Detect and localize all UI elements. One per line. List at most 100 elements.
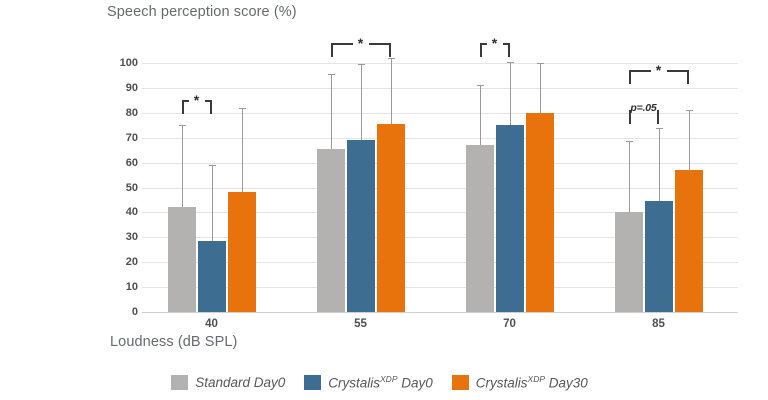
gridline [142, 237, 738, 239]
gridline [142, 162, 738, 164]
gridline [142, 87, 738, 89]
gridline [142, 212, 738, 214]
error-bar [182, 125, 183, 208]
error-bar [331, 74, 332, 149]
legend-label: CrystalisXDP Day0 [328, 374, 433, 391]
significance-label: * [655, 62, 662, 79]
error-bar-cap [358, 64, 365, 66]
error-bar [361, 64, 362, 141]
significance-label: p=.05 [630, 102, 657, 115]
bracket-leg [209, 100, 212, 115]
legend-swatch [451, 374, 469, 390]
error-bar [242, 107, 243, 193]
y-tick-label: 50 [125, 181, 138, 194]
bar [465, 145, 494, 312]
gridline [142, 262, 738, 264]
gridline [142, 63, 738, 64]
y-tick-label: 60 [125, 156, 138, 169]
x-tick-label: 70 [503, 318, 516, 330]
x-tick-label: 55 [354, 318, 367, 330]
error-bar-cap [656, 127, 663, 129]
error-bar [629, 141, 630, 213]
gridline [142, 112, 738, 114]
bracket-label-gap [623, 109, 664, 114]
bracket-leg [628, 70, 631, 85]
gridline [142, 287, 738, 289]
bracket-label-gap [352, 42, 369, 47]
bracket-leg [507, 43, 510, 58]
bar [197, 241, 226, 312]
y-tick-label: 10 [125, 281, 138, 294]
legend-swatch [171, 374, 189, 390]
bracket-leg [181, 100, 184, 115]
bracket-label-gap [650, 69, 667, 74]
legend-item[interactable]: CrystalisXDP Day30 [451, 374, 588, 391]
bar [167, 207, 196, 312]
chart-legend: Standard Day0 CrystalisXDP Day0 CrystalisX… [0, 374, 768, 391]
significance-label: * [193, 92, 200, 109]
bracket-label-gap [188, 99, 205, 104]
significance-bracket: p=.05 [623, 103, 664, 125]
y-tick-label: 0 [131, 306, 138, 318]
bar [227, 192, 256, 312]
bar [316, 148, 345, 312]
legend-label: CrystalisXDP Day30 [475, 374, 588, 391]
bar [346, 140, 375, 312]
bracket-leg [628, 110, 631, 125]
error-bar [480, 85, 481, 146]
gridline [142, 137, 738, 139]
error-bar-cap [388, 58, 395, 60]
bracket-leg [330, 43, 333, 58]
bar [495, 125, 524, 312]
bracket-leg [479, 43, 482, 58]
plot-area: * * * * p=.05 [142, 36, 738, 313]
legend-label: Standard Day0 [195, 374, 286, 390]
x-axis-line [142, 312, 738, 313]
error-bar [689, 110, 690, 171]
significance-label: * [357, 35, 364, 52]
bracket-leg [388, 43, 391, 58]
y-tick-label: 70 [125, 131, 138, 144]
error-bar-cap [179, 125, 186, 127]
bar [644, 201, 673, 312]
legend-item[interactable]: CrystalisXDP Day0 [304, 374, 433, 391]
x-tick-label: 40 [205, 318, 218, 330]
error-bar-cap [537, 63, 544, 64]
y-tick-label: 80 [125, 106, 138, 119]
significance-bracket: * [181, 93, 212, 115]
y-tick-label: 20 [125, 256, 138, 269]
bar [674, 170, 703, 312]
error-bar-cap [507, 61, 514, 63]
y-tick-label: 90 [125, 81, 138, 94]
y-tick-label: 40 [125, 206, 138, 219]
error-bar [659, 127, 660, 202]
legend-swatch [304, 374, 322, 390]
error-bar [391, 58, 392, 125]
y-axis-title: Speech perception score (%) [107, 4, 297, 20]
x-axis-title: Loudness (dB SPL) [110, 334, 238, 350]
error-bar-cap [626, 141, 633, 143]
error-bar-cap [328, 74, 335, 76]
significance-bracket: * [479, 36, 510, 58]
bracket-leg [656, 110, 659, 125]
bar [614, 212, 643, 312]
gridline [142, 187, 738, 189]
x-tick-label: 85 [652, 318, 665, 330]
significance-bracket: * [628, 63, 689, 85]
error-bar [540, 63, 541, 113]
bar [525, 112, 554, 312]
error-bar-cap [239, 107, 246, 109]
legend-item[interactable]: Standard Day0 [171, 374, 286, 390]
error-bar-cap [477, 85, 484, 87]
y-axis-tick-labels: 0 10 20 30 40 50 60 70 80 90 100 [100, 57, 138, 318]
error-bar [510, 61, 511, 126]
error-bar-cap [686, 110, 693, 112]
bracket-leg [686, 70, 689, 85]
bar [376, 124, 405, 312]
error-bar [212, 165, 213, 242]
significance-label: * [491, 35, 498, 52]
error-bar-cap [209, 165, 216, 167]
y-tick-label: 100 [119, 57, 138, 69]
bracket-label-gap [486, 42, 503, 47]
